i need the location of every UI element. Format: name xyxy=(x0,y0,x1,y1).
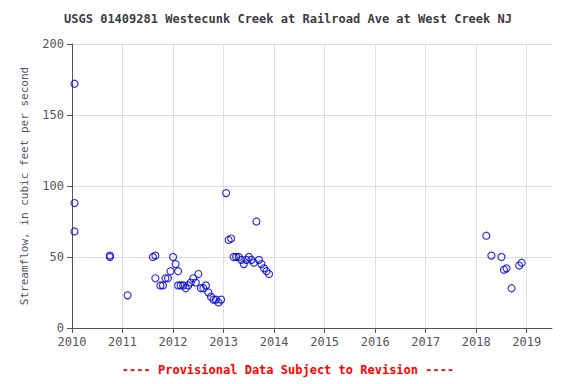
svg-text:2018: 2018 xyxy=(462,335,491,349)
svg-text:2010: 2010 xyxy=(58,335,87,349)
svg-text:2014: 2014 xyxy=(260,335,289,349)
svg-text:---- Provisional Data Subject: ---- Provisional Data Subject to Revisio… xyxy=(122,363,454,377)
svg-text:USGS 01409281 Westecunk Creek: USGS 01409281 Westecunk Creek at Railroa… xyxy=(64,12,512,26)
svg-text:2017: 2017 xyxy=(411,335,440,349)
svg-text:0: 0 xyxy=(57,321,64,335)
svg-text:Streamflow, in cubic feet per: Streamflow, in cubic feet per second xyxy=(18,67,31,305)
svg-text:100: 100 xyxy=(42,179,64,193)
svg-text:150: 150 xyxy=(42,108,64,122)
svg-text:2012: 2012 xyxy=(159,335,188,349)
svg-text:2019: 2019 xyxy=(512,335,541,349)
svg-text:2011: 2011 xyxy=(108,335,137,349)
svg-text:2013: 2013 xyxy=(209,335,238,349)
svg-text:2015: 2015 xyxy=(310,335,339,349)
svg-text:50: 50 xyxy=(50,250,64,264)
svg-text:2016: 2016 xyxy=(361,335,390,349)
svg-text:200: 200 xyxy=(42,37,64,51)
